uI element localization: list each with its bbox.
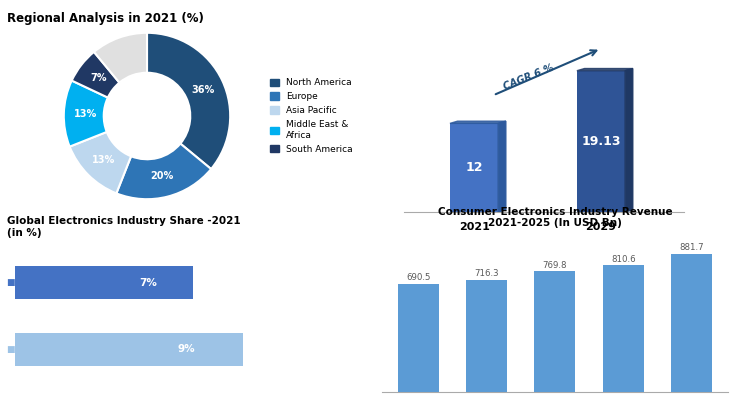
Wedge shape [147,33,230,169]
Text: 810.6: 810.6 [611,254,636,264]
Polygon shape [450,121,506,123]
Text: 716.3: 716.3 [474,269,499,278]
Bar [15,333,243,366]
Legend: North America, Europe, Asia Pacific, Middle East &
Africa, South America: North America, Europe, Asia Pacific, Mid… [266,75,356,157]
Text: 36%: 36% [191,85,215,95]
Bar [671,254,712,392]
Polygon shape [577,68,633,71]
Text: 9%: 9% [178,344,196,354]
Text: 20%: 20% [151,171,174,181]
Bar [15,266,193,299]
Title: Consumer Electronics Industry Revenue
2021-2025 (In USD Bn): Consumer Electronics Industry Revenue 20… [437,207,673,228]
Text: Global Electronics Industry Share -2021
(in %): Global Electronics Industry Share -2021 … [7,216,241,238]
Text: 690.5: 690.5 [406,274,431,282]
Bar [466,280,507,392]
Text: 769.8: 769.8 [542,261,567,270]
Wedge shape [64,80,108,147]
Text: ■ ROW: ■ ROW [7,345,41,354]
Text: 13%: 13% [74,109,97,119]
Text: 881.7: 881.7 [679,244,704,252]
Wedge shape [72,52,119,98]
Wedge shape [70,132,131,193]
Wedge shape [94,33,147,83]
Polygon shape [625,68,633,212]
Text: 13%: 13% [92,154,115,164]
X-axis label: Market Size in USD Billion: Market Size in USD Billion [467,239,620,249]
Bar [450,123,498,212]
Text: 7%: 7% [90,73,107,83]
Text: Regional Analysis in 2021 (%): Regional Analysis in 2021 (%) [7,12,204,25]
Bar [534,271,576,392]
Wedge shape [116,144,211,199]
Bar [577,71,625,212]
Text: 12: 12 [465,161,483,174]
Text: 19.13: 19.13 [581,135,621,148]
Text: CAGR 6 %: CAGR 6 % [502,63,555,92]
Text: 7%: 7% [140,278,157,288]
Bar [398,284,439,392]
Polygon shape [498,121,506,212]
Bar [603,265,644,392]
Text: ■ Europe: ■ Europe [7,278,51,287]
